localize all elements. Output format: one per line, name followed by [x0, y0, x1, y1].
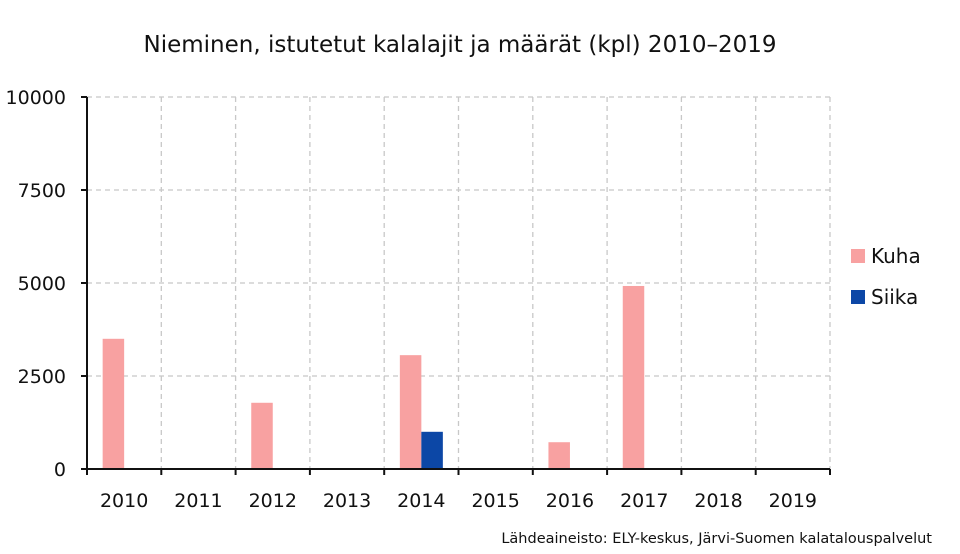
- x-tick-label: 2015: [471, 490, 519, 512]
- source-note: Lähdeaineisto: ELY-keskus, Järvi-Suomen …: [501, 531, 932, 547]
- x-tick-label: 2010: [100, 490, 148, 512]
- x-tick-label: 2013: [323, 490, 371, 512]
- x-tick-label: 2017: [620, 490, 668, 512]
- x-tick-label: 2018: [694, 490, 742, 512]
- legend-swatch-kuha: [851, 249, 865, 263]
- bar-kuha-2017: [622, 285, 645, 469]
- legend-swatch-siika: [851, 290, 865, 304]
- chart-title: Nieminen, istutetut kalalajit ja määrät …: [143, 32, 776, 58]
- legend-label-kuha: Kuha: [871, 244, 921, 268]
- x-tick-label: 2019: [769, 490, 817, 512]
- x-tick-label: 2016: [546, 490, 594, 512]
- legend-label-siika: Siika: [871, 285, 918, 309]
- bar-kuha-2010: [102, 338, 125, 469]
- bar-kuha-2014: [399, 355, 422, 469]
- bar-kuha-2012: [251, 402, 273, 469]
- y-tick-label: 10000: [6, 87, 66, 109]
- legend: Kuha Siika: [851, 244, 921, 309]
- bar-kuha-2016: [548, 442, 570, 469]
- y-tick-label: 0: [54, 459, 66, 481]
- bars: [102, 285, 645, 469]
- x-tick-label: 2012: [249, 490, 297, 512]
- grid: [87, 96, 831, 469]
- x-tick-label: 2011: [174, 490, 222, 512]
- y-tick-label: 7500: [18, 180, 66, 202]
- y-tick-label: 2500: [18, 366, 66, 388]
- x-tick-label: 2014: [397, 490, 445, 512]
- bar-siika-2014: [421, 431, 443, 469]
- y-axis-ticks: 0 2500 5000 7500 10000: [6, 87, 87, 481]
- y-tick-label: 5000: [18, 273, 66, 295]
- x-axis-ticks: 2010 2011 2012 2013 2014 2015 2016 2017 2018 2019: [86, 469, 831, 512]
